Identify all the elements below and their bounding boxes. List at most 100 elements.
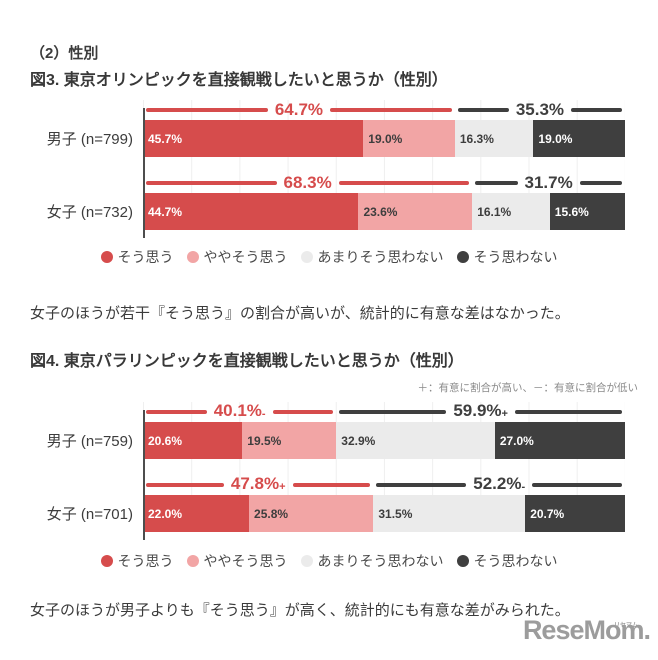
bar-segment: 32.9% xyxy=(336,422,495,459)
bracket-line xyxy=(146,483,224,487)
resemom-logo-period: . xyxy=(643,615,650,645)
legend-item: そう思う xyxy=(100,551,174,571)
significance-sign: - xyxy=(261,407,266,420)
bar-row: 22.0% 25.8% 31.5% 20.7% xyxy=(143,495,625,532)
legend-item: そう思う xyxy=(100,247,174,267)
bar-segment: 31.5% xyxy=(373,495,526,532)
bracket-disagree: 52.2%- xyxy=(373,473,625,495)
bar-value-label: 23.6% xyxy=(363,204,398,219)
bar-segment: 20.6% xyxy=(143,422,243,459)
bracket-label: 64.7% xyxy=(274,100,324,119)
bracket-line xyxy=(272,410,334,414)
bracket-line xyxy=(376,483,467,487)
resemom-logo-ruby: リセマム xyxy=(613,623,638,629)
bracket-line xyxy=(457,108,509,112)
figure4-legend: そう思う ややそう思う あまりそう思わない そう思わない xyxy=(0,551,658,571)
bar-segment: 25.8% xyxy=(249,495,374,532)
bracket-agree: 40.1%- xyxy=(143,400,336,422)
legend-label: あまりそう思わない xyxy=(317,249,444,265)
category-label: 男子 (n=799) xyxy=(46,131,133,148)
legend-item: あまりそう思わない xyxy=(300,247,444,267)
legend-dot-icon xyxy=(100,555,113,567)
significance-sign: - xyxy=(521,480,526,493)
bar-segment: 16.3% xyxy=(454,120,534,157)
bracket-line xyxy=(292,483,371,487)
bar-value-label: 45.7% xyxy=(148,131,183,146)
legend-dot-icon xyxy=(186,555,199,567)
legend-item: ややそう思う xyxy=(186,551,288,571)
bar-value-label: 19.0% xyxy=(538,131,573,146)
legend-label: あまりそう思わない xyxy=(317,553,444,569)
bracket-line xyxy=(475,181,518,185)
legend-dot-icon xyxy=(456,555,469,567)
figure4-title: 図4. 東京パラリンピックを直接観戦したいと思うか（性別） xyxy=(30,353,464,370)
bracket-line xyxy=(330,108,452,112)
figure3-plot-area: 64.7% 35.3% 45.7% 19.0% 16.3% 19.0% 68.3% 31.7%… xyxy=(143,100,625,238)
bar-segment: 44.7% xyxy=(143,193,359,230)
figure3-title: 図3. 東京オリンピックを直接観戦したいと思うか（性別） xyxy=(30,72,448,89)
bracket-agree: 68.3% xyxy=(143,173,472,193)
bar-row: 45.7% 19.0% 16.3% 19.0% xyxy=(143,120,625,157)
bar-segment: 19.5% xyxy=(242,422,337,459)
legend-dot-icon xyxy=(456,251,469,263)
legend-dot-icon xyxy=(186,251,199,263)
bracket-line xyxy=(146,108,268,112)
bracket-line xyxy=(532,483,622,487)
significance-sign: + xyxy=(501,407,508,420)
category-label: 男子 (n=759) xyxy=(46,433,133,450)
bracket-line xyxy=(146,410,207,414)
figure3-legend: そう思う ややそう思う あまりそう思わない そう思わない xyxy=(0,247,658,267)
bar-value-label: 27.0% xyxy=(499,433,534,448)
bracket-line xyxy=(579,181,622,185)
bar-row: 44.7% 23.6% 16.1% 15.6% xyxy=(143,193,625,230)
bar-segment: 45.7% xyxy=(143,120,364,157)
bracket-agree: 64.7% xyxy=(143,100,455,120)
legend-label: そう思わない xyxy=(473,553,558,569)
bracket-label: 68.3% xyxy=(283,173,332,192)
bar-segment: 15.6% xyxy=(549,193,625,230)
bar-value-label: 25.8% xyxy=(254,506,289,521)
bar-value-label: 15.6% xyxy=(554,204,589,219)
bracket-label: 59.9%+ xyxy=(453,400,508,420)
legend-item: あまりそう思わない xyxy=(300,551,444,571)
bracket-agree: 47.8%+ xyxy=(143,473,373,495)
bar-row: 20.6% 19.5% 32.9% 27.0% xyxy=(143,422,625,459)
bracket-line xyxy=(338,181,470,185)
resemom-logo-text: ReseMom xyxy=(522,615,645,645)
bar-segment: 27.0% xyxy=(494,422,625,459)
bracket-line xyxy=(514,410,622,414)
bracket-label: 35.3% xyxy=(515,100,565,119)
legend-item: ややそう思う xyxy=(186,247,288,267)
bracket-line xyxy=(571,108,622,112)
legend-label: そう思う xyxy=(117,553,174,569)
legend-dot-icon xyxy=(300,555,313,567)
bracket-label: 47.8%+ xyxy=(230,473,286,493)
bar-value-label: 19.5% xyxy=(247,433,282,448)
bar-value-label: 32.9% xyxy=(341,433,376,448)
section-heading: （2）性別 xyxy=(30,45,99,62)
legend-label: そう思わない xyxy=(473,249,558,265)
legend-label: ややそう思う xyxy=(203,553,288,569)
figure3-chart: 64.7% 35.3% 45.7% 19.0% 16.3% 19.0% 68.3% 31.7%… xyxy=(0,100,658,240)
bar-value-label: 22.0% xyxy=(148,506,183,521)
legend-item: そう思わない xyxy=(456,247,558,267)
legend-label: ややそう思う xyxy=(203,249,288,265)
bracket-label: 52.2%- xyxy=(473,473,526,493)
bracket-disagree: 31.7% xyxy=(472,173,625,193)
bar-segment: 22.0% xyxy=(143,495,250,532)
bar-segment: 19.0% xyxy=(363,120,455,157)
legend-label: そう思う xyxy=(117,249,174,265)
bracket-label: 40.1%- xyxy=(213,400,266,420)
bracket-disagree: 35.3% xyxy=(455,100,625,120)
bar-value-label: 20.6% xyxy=(148,433,183,448)
bar-segment: 16.1% xyxy=(472,193,550,230)
legend-dot-icon xyxy=(100,251,113,263)
bracket-label: 31.7% xyxy=(524,173,573,192)
figure4-chart: 40.1%- 59.9%+ 20.6% 19.5% 32.9% 27.0% 47.8%+ 52… xyxy=(0,400,658,542)
resemom-logo: ReseMom. リセマム xyxy=(522,615,651,645)
bar-value-label: 16.1% xyxy=(477,204,512,219)
bracket-line xyxy=(146,181,277,185)
bar-value-label: 20.7% xyxy=(530,506,565,521)
significance-annotation: ＋：有意に割合が高い、－：有意に割合が低い xyxy=(417,382,639,394)
category-label: 女子 (n=701) xyxy=(46,506,133,523)
